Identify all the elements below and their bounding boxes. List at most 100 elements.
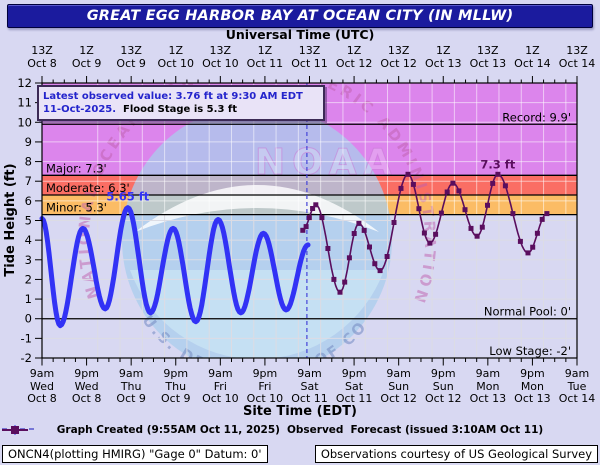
bottom-tick-label: Sat [300, 380, 319, 393]
bottom-tick-label: 9pm [74, 367, 99, 380]
plot-border [41, 82, 578, 359]
bottom-tick-label: 9pm [253, 367, 278, 380]
top-tick-label: 1Z [168, 44, 183, 57]
y-tick-label: 1 [25, 292, 32, 306]
y-tick-label: 7 [25, 174, 32, 188]
bottom-tick-label: Fri [214, 380, 227, 393]
forecast-swatch-icon [2, 426, 28, 434]
top-tick-label: 13Z [31, 44, 53, 57]
top-tick-label: 1Z [258, 44, 273, 57]
legend-label-graph-created: Graph Created (9:55AM Oct 11, 2025) [56, 424, 280, 436]
forecast-marker [539, 216, 545, 222]
y-tick-label: 9 [25, 135, 32, 149]
y-tick-label: 10 [17, 115, 32, 129]
forecast-marker [377, 268, 383, 274]
top-tick-label: 1Z [79, 44, 94, 57]
forecast-marker [331, 276, 337, 282]
bottom-axis-caption: Site Time (EDT) [242, 404, 357, 419]
forecast-marker [306, 215, 312, 221]
forecast-marker [495, 171, 501, 177]
y-tick-label: 11 [17, 96, 32, 110]
bottom-tick-label: Sun [388, 380, 409, 393]
callout-line1: Latest observed value: 3.76 ft at 9:30 A… [43, 91, 303, 102]
forecast-marker [468, 225, 474, 231]
y-tick-label: -2 [21, 351, 32, 365]
gridlines [42, 83, 577, 358]
bottom-tick-label: 9pm [520, 367, 545, 380]
y-tick-label: -1 [21, 331, 32, 345]
bottom-tick-label: Wed [30, 380, 54, 393]
top-tick-label: 13Z [388, 44, 410, 57]
forecast-marker [462, 207, 468, 213]
station-id-box: ONCN4(plotting HMIRG) "Gage 0" Datum: 0' [2, 445, 268, 463]
y-tick-label: 2 [25, 272, 32, 286]
forecast-marker [398, 185, 404, 191]
top-tick-label: 13Z [299, 44, 321, 57]
forecast-marker [510, 211, 516, 217]
page-title: GREAT EGG HARBOR BAY AT OCEAN CITY (IN M… [7, 4, 593, 28]
forecast-marker [525, 250, 531, 256]
top-tick-label: Oct 11 [291, 57, 328, 70]
top-tick-label: Oct 10 [202, 57, 239, 70]
bottom-tick-label: 9am [119, 367, 143, 380]
peak-value-label: 7.3 ft [480, 157, 515, 171]
y-tick-label: 8 [25, 155, 32, 169]
forecast-marker [351, 231, 357, 236]
bottom-tick-label: Oct 11 [336, 392, 373, 405]
top-tick-label: 1Z [436, 44, 451, 57]
point-labels: 5.65 ft 7.3 ft [106, 157, 515, 203]
forecast-marker [391, 220, 397, 225]
bottom-tick-label: Oct 13 [514, 392, 551, 405]
legend-label-observed: Observed [286, 424, 344, 436]
bottom-tick-label: 9pm [431, 367, 456, 380]
bottom-tick-label: Oct 11 [291, 392, 328, 405]
forecast-marker [544, 211, 550, 217]
top-tick-label: Oct 12 [380, 57, 417, 70]
top-tick-label: Oct 13 [470, 57, 507, 70]
forecast-marker [474, 233, 480, 239]
bottom-tick-label: 9pm [342, 367, 367, 380]
reference-line-label: Minor: 5.3' [46, 201, 107, 215]
forecast-marker [310, 206, 316, 211]
reference-line-label: Normal Pool: 0' [484, 305, 571, 319]
peak-value-label: 5.65 ft [106, 190, 149, 204]
y-tick-label: 12 [17, 76, 32, 90]
bottom-tick-label: 9am [297, 367, 321, 380]
bottom-tick-label: Oct 8 [27, 392, 57, 405]
bottom-tick-label: Sun [433, 380, 454, 393]
forecast-marker [485, 202, 490, 208]
forecast-marker [517, 238, 523, 244]
forecast-marker [346, 255, 352, 261]
bottom-tick-label: Mon [476, 380, 499, 393]
top-axis-caption: Universal Time (UTC) [225, 27, 375, 42]
forecast-marker [356, 220, 362, 226]
forecast-marker [534, 230, 540, 236]
forecast-marker [303, 224, 309, 230]
forecast-marker [421, 230, 427, 236]
top-tick-label: 13Z [477, 44, 499, 57]
top-tick-label: Oct 14 [514, 57, 551, 70]
reference-line-label: Low Stage: -2' [489, 344, 571, 358]
bottom-tick-label: Oct 12 [425, 392, 462, 405]
top-tick-label: 13Z [210, 44, 232, 57]
y-axis-title: Tide Height (ft) [3, 163, 18, 276]
top-tick-label: 13Z [566, 44, 588, 57]
forecast-marker [427, 240, 433, 246]
bottom-tick-label: Sat [345, 380, 364, 393]
bottom-tick-label: Thu [164, 380, 186, 393]
forecast-marker [450, 180, 456, 186]
bottom-tick-label: 9am [208, 367, 232, 380]
forecast-marker [438, 210, 444, 216]
forecast-marker [367, 244, 372, 250]
bottom-tick-label: 9am [565, 367, 589, 380]
top-tick-label: Oct 10 [157, 57, 194, 70]
top-tick-label: 1Z [525, 44, 540, 57]
observations-credit-box: Observations courtesy of US Geological S… [314, 445, 598, 463]
y-tick-label: 6 [25, 194, 32, 208]
forecast-marker [444, 189, 450, 195]
y-tick-label: 3 [25, 253, 32, 267]
bottom-tick-label: 9am [30, 367, 54, 380]
latest-observation-callout: Latest observed value: 3.76 ft at 9:30 A… [37, 85, 325, 121]
